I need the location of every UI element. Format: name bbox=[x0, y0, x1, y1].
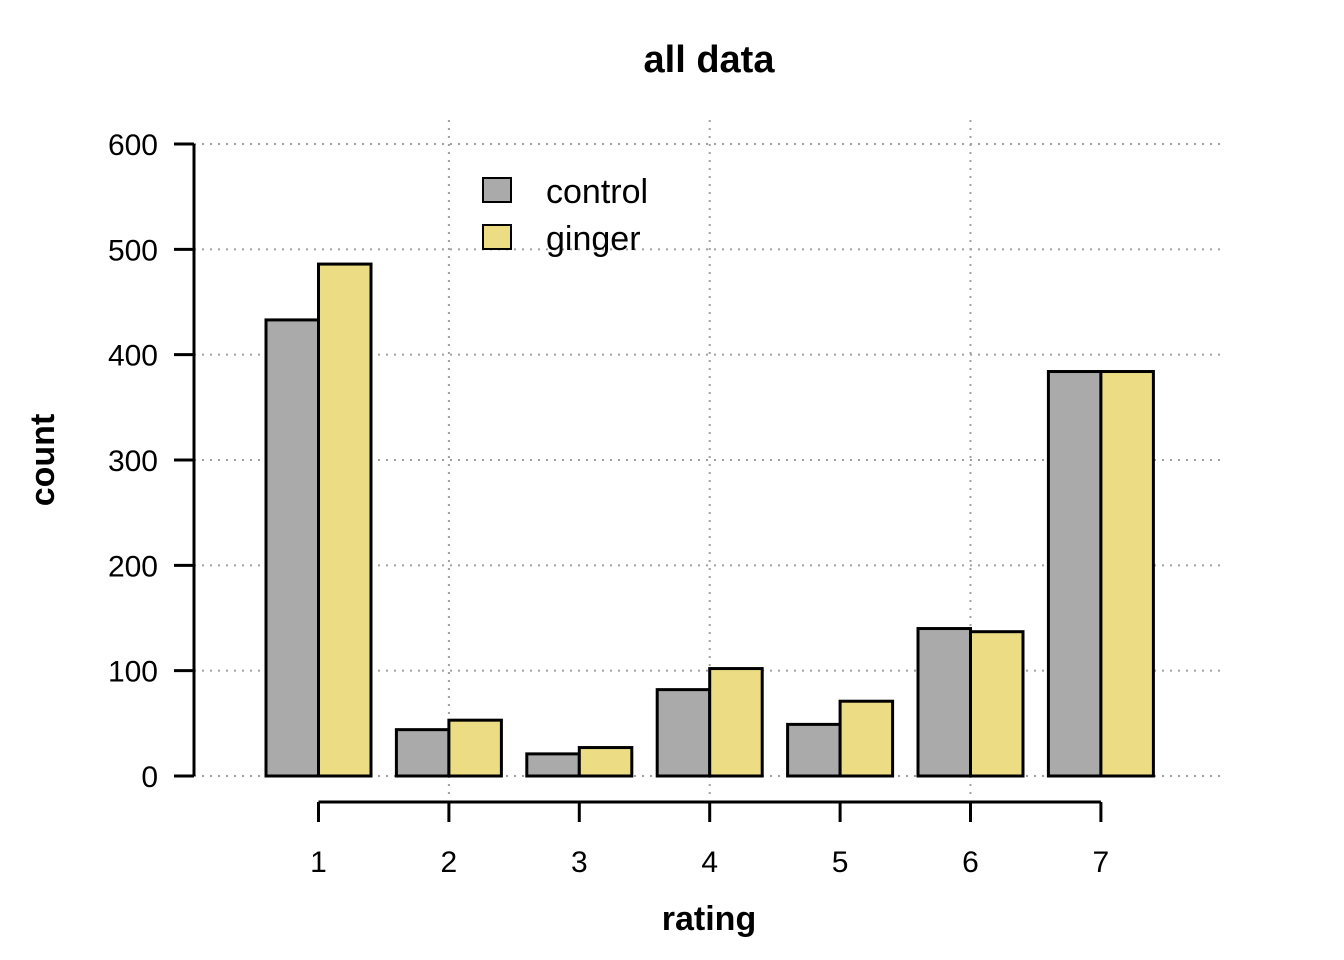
bar-ginger-3 bbox=[577, 746, 634, 778]
bar-control-4 bbox=[655, 688, 712, 778]
y-tick-label: 0 bbox=[141, 761, 158, 794]
legend-label-ginger: ginger bbox=[546, 220, 641, 258]
y-tick-label: 500 bbox=[108, 234, 158, 267]
x-tick-label: 1 bbox=[310, 846, 327, 879]
y-tick-label: 100 bbox=[108, 656, 158, 689]
bar-ginger-5 bbox=[838, 699, 895, 778]
legend-label-control: control bbox=[546, 173, 648, 211]
bar-control-2 bbox=[394, 728, 451, 778]
bar-ginger-2 bbox=[447, 718, 503, 778]
x-tick-label: 6 bbox=[962, 846, 979, 879]
x-tick-label: 5 bbox=[832, 846, 849, 879]
bar-control-6 bbox=[916, 627, 972, 778]
bar-control-3 bbox=[525, 752, 581, 778]
x-axis-title: rating bbox=[662, 900, 756, 938]
y-axis-title: count bbox=[24, 414, 62, 507]
y-tick-label: 300 bbox=[108, 445, 158, 478]
legend-swatch-control bbox=[482, 177, 512, 203]
legend-swatch-ginger bbox=[482, 224, 512, 250]
x-axis: 1 2 3 4 5 6 7 bbox=[310, 800, 1110, 879]
y-axis: 0 100 200 300 400 500 600 bbox=[108, 129, 196, 794]
bar-ginger-4 bbox=[708, 667, 764, 778]
x-tick-label: 7 bbox=[1093, 846, 1110, 879]
bar-ginger-7 bbox=[1099, 370, 1155, 778]
bar-control-5 bbox=[786, 722, 842, 778]
x-tick-label: 2 bbox=[441, 846, 458, 879]
x-tick-label: 4 bbox=[701, 846, 718, 879]
y-tick-label: 200 bbox=[108, 550, 158, 583]
bar-ginger-6 bbox=[969, 630, 1025, 778]
x-tick-label: 3 bbox=[571, 846, 588, 879]
y-tick-label: 400 bbox=[108, 340, 158, 373]
bar-control-7 bbox=[1046, 370, 1103, 778]
chart-title: all data bbox=[644, 39, 776, 81]
legend: control ginger bbox=[482, 173, 648, 258]
bar-control-1 bbox=[264, 318, 320, 778]
bars bbox=[264, 262, 1155, 778]
bar-ginger-1 bbox=[317, 262, 373, 778]
y-tick-label: 600 bbox=[108, 129, 158, 162]
